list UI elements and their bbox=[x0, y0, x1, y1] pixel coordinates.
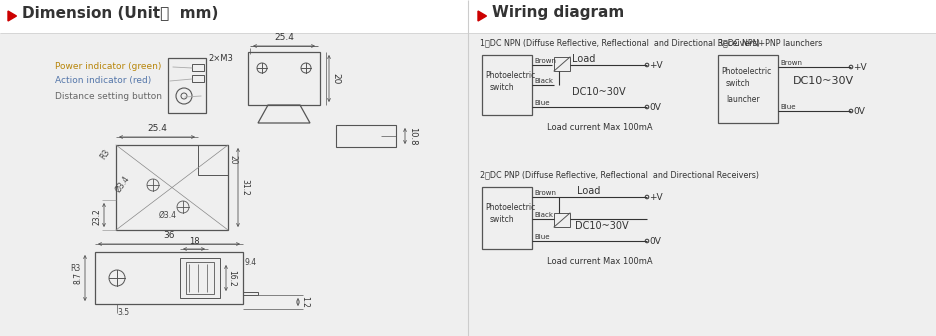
Text: 16.2: 16.2 bbox=[227, 269, 236, 286]
Text: switch: switch bbox=[490, 215, 514, 224]
Text: Blue: Blue bbox=[534, 234, 548, 240]
Bar bbox=[248, 52, 320, 105]
Text: R3: R3 bbox=[71, 264, 80, 273]
Bar bbox=[168, 58, 206, 113]
Bar bbox=[116, 145, 227, 230]
Text: 23.2: 23.2 bbox=[93, 209, 102, 225]
Text: Load current Max 100mA: Load current Max 100mA bbox=[547, 257, 652, 266]
Bar bbox=[553, 57, 569, 71]
Text: 0V: 0V bbox=[649, 237, 660, 246]
Text: switch: switch bbox=[490, 83, 514, 92]
Bar bbox=[481, 55, 532, 115]
Text: 3.5: 3.5 bbox=[117, 308, 129, 317]
Bar bbox=[0, 0, 936, 33]
Polygon shape bbox=[8, 11, 17, 21]
Bar bbox=[242, 292, 257, 295]
Bar bbox=[717, 55, 777, 123]
Text: Load current Max 100mA: Load current Max 100mA bbox=[547, 123, 652, 132]
Text: Dimension (Unit：  mm): Dimension (Unit： mm) bbox=[22, 5, 218, 20]
Text: Brown: Brown bbox=[534, 190, 555, 196]
Text: switch: switch bbox=[725, 79, 750, 88]
Bar bbox=[180, 258, 220, 298]
Text: Photoelectric: Photoelectric bbox=[485, 71, 534, 80]
Text: 20: 20 bbox=[228, 155, 238, 165]
Text: Blue: Blue bbox=[534, 100, 548, 106]
Text: 8.7: 8.7 bbox=[74, 272, 83, 284]
Text: 0V: 0V bbox=[852, 107, 864, 116]
Text: Action indicator (red): Action indicator (red) bbox=[55, 76, 151, 85]
Text: Wiring diagram: Wiring diagram bbox=[491, 5, 623, 20]
Text: +V: +V bbox=[649, 60, 662, 70]
Text: Brown: Brown bbox=[779, 60, 801, 66]
Text: 3、DC NPN+PNP launchers: 3、DC NPN+PNP launchers bbox=[717, 38, 822, 47]
Text: Photoelectric: Photoelectric bbox=[720, 67, 770, 76]
Text: Brown: Brown bbox=[534, 58, 555, 64]
Bar bbox=[336, 125, 396, 147]
Text: 31.2: 31.2 bbox=[240, 179, 249, 196]
Text: 2、DC PNP (Diffuse Reflective, Reflectional  and Directional Receivers): 2、DC PNP (Diffuse Reflective, Reflection… bbox=[479, 170, 758, 179]
Text: 2×M3: 2×M3 bbox=[208, 54, 233, 63]
Text: Photoelectric: Photoelectric bbox=[485, 203, 534, 212]
Text: 9.4: 9.4 bbox=[244, 258, 256, 267]
Text: Distance setting button: Distance setting button bbox=[55, 92, 162, 101]
Text: +V: +V bbox=[649, 193, 662, 202]
Bar bbox=[186, 262, 213, 294]
Text: Power indicator (green): Power indicator (green) bbox=[55, 62, 161, 71]
Text: 1、DC NPN (Diffuse Reflective, Reflectional  and Directional Receivers): 1、DC NPN (Diffuse Reflective, Reflection… bbox=[479, 38, 759, 47]
Text: 36: 36 bbox=[163, 231, 174, 240]
Bar bbox=[192, 75, 204, 82]
Text: Black: Black bbox=[534, 78, 552, 84]
Text: launcher: launcher bbox=[725, 95, 759, 104]
Text: Load: Load bbox=[577, 186, 600, 196]
Text: Blue: Blue bbox=[779, 104, 795, 110]
Text: 10.8: 10.8 bbox=[407, 127, 417, 145]
Text: DC10~30V: DC10~30V bbox=[792, 76, 854, 86]
Text: +V: +V bbox=[852, 62, 866, 72]
Bar bbox=[553, 213, 569, 227]
Text: R3: R3 bbox=[98, 148, 112, 162]
Text: 25.4: 25.4 bbox=[147, 124, 167, 133]
Bar bbox=[192, 64, 204, 71]
Text: Ø3.4: Ø3.4 bbox=[159, 211, 177, 220]
Text: DC10~30V: DC10~30V bbox=[575, 221, 628, 231]
Text: Ø3.4: Ø3.4 bbox=[114, 174, 132, 194]
Bar bbox=[481, 187, 532, 249]
Text: DC10~30V: DC10~30V bbox=[571, 87, 625, 97]
Text: 18: 18 bbox=[188, 237, 199, 246]
Text: 25.4: 25.4 bbox=[273, 33, 294, 42]
Text: 20: 20 bbox=[330, 73, 340, 84]
Text: 1.2: 1.2 bbox=[300, 296, 309, 308]
Polygon shape bbox=[477, 11, 486, 21]
Bar bbox=[95, 252, 242, 304]
Bar bbox=[197, 145, 227, 175]
Text: 0V: 0V bbox=[649, 102, 660, 112]
Text: Black: Black bbox=[534, 212, 552, 218]
Text: Load: Load bbox=[571, 54, 594, 64]
